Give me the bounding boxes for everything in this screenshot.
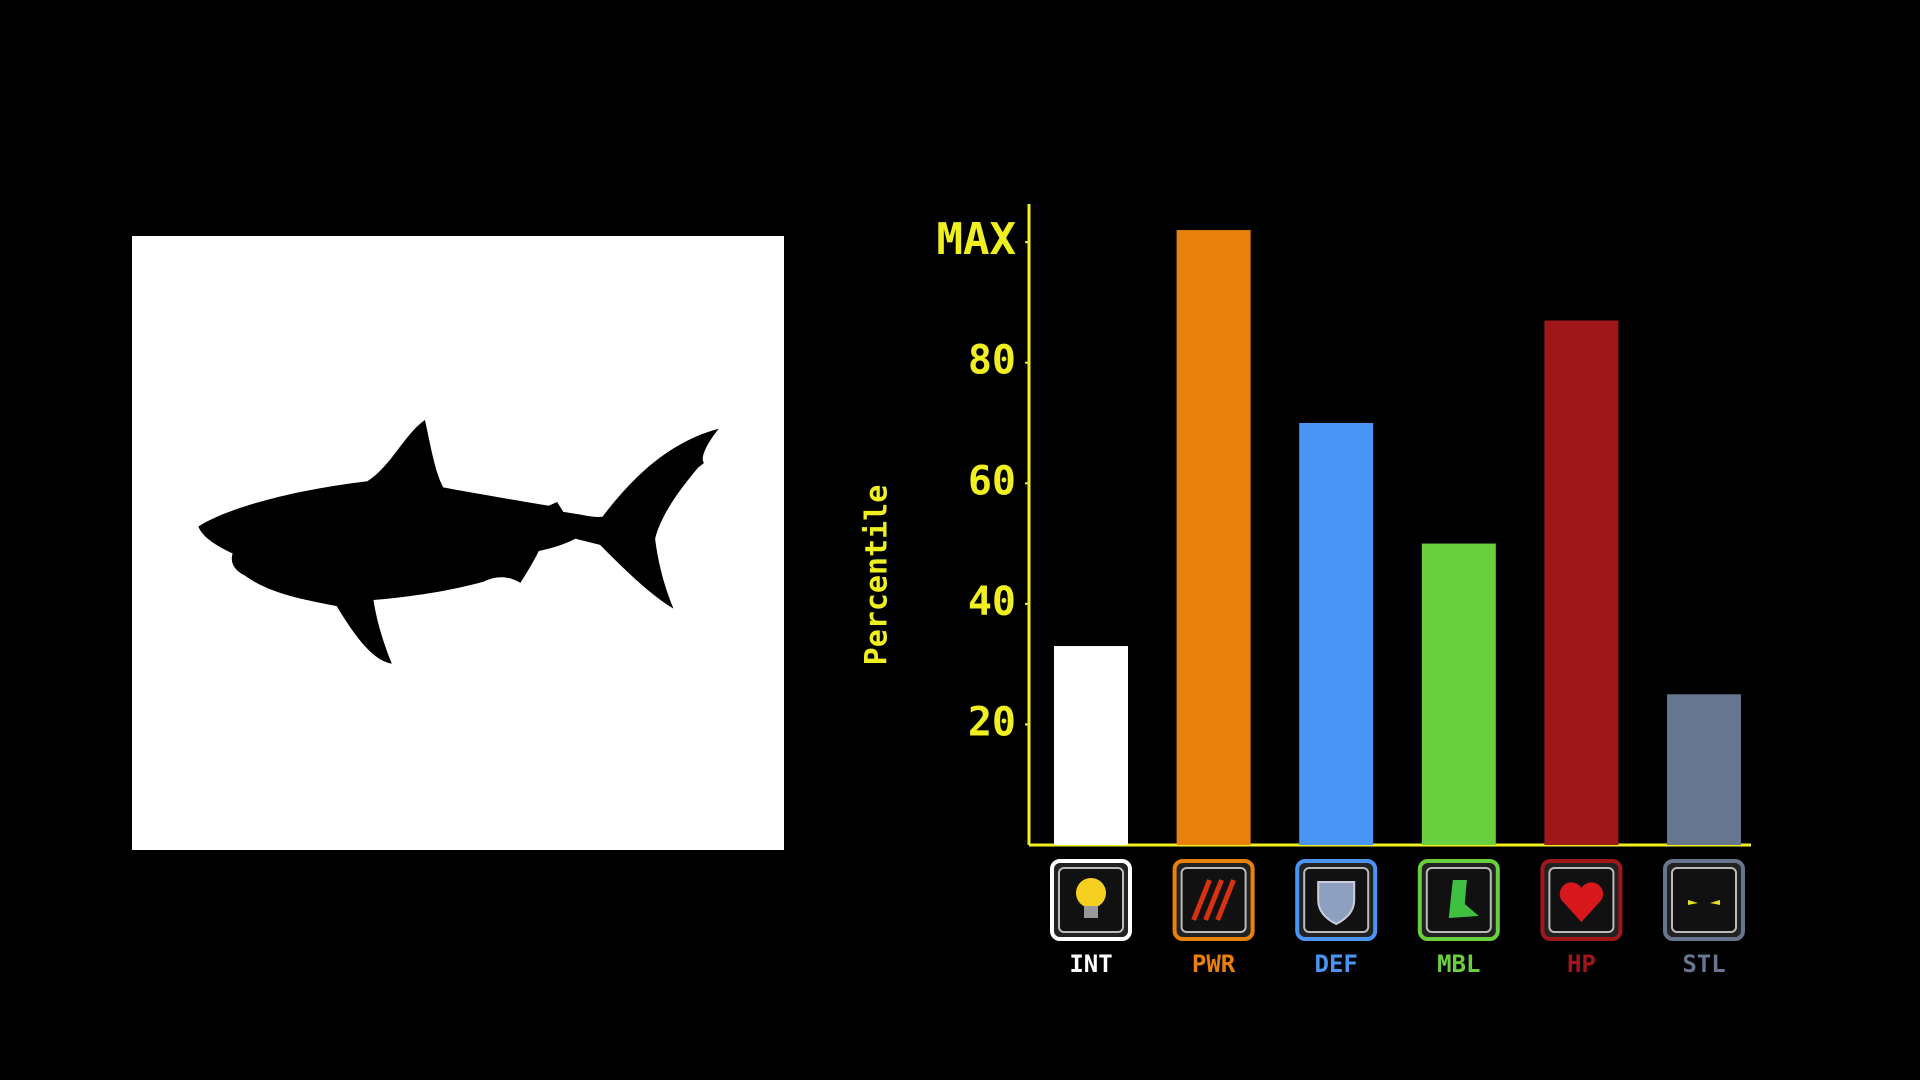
boot-icon [1448, 880, 1479, 918]
claw-icon [1215, 879, 1236, 921]
shield-icon [1317, 881, 1356, 926]
bar [1544, 320, 1619, 846]
bar [1176, 230, 1251, 846]
x-tick-label: HP [1567, 950, 1596, 978]
x-tick-label: INT [1069, 950, 1112, 978]
bulb-base [1084, 906, 1098, 918]
bar [1299, 422, 1374, 845]
x-tick-label: DEF [1315, 950, 1358, 978]
heart-icon [1559, 882, 1604, 922]
y-tick-label: 80 [968, 338, 1016, 384]
x-tick-label: STL [1682, 950, 1725, 978]
x-tick-label: PWR [1192, 950, 1236, 978]
bar [1054, 646, 1128, 845]
icon-inner [1671, 867, 1737, 933]
bar [1667, 694, 1741, 845]
x-tick-label: MBL [1437, 950, 1480, 978]
claw-icon [1203, 879, 1224, 921]
y-tick-label: 40 [968, 579, 1016, 625]
icons [1050, 859, 1745, 941]
bar [1421, 543, 1496, 845]
eyes-icon [1688, 900, 1720, 905]
bulb-icon [1076, 878, 1106, 908]
claw-icon [1191, 879, 1212, 921]
y-tick-label: 20 [968, 699, 1016, 745]
y-axis-label: Percentile [860, 485, 895, 666]
shark-silhouette [198, 420, 719, 664]
y-tick-label: MAX [937, 214, 1016, 265]
y-tick-label: 60 [968, 458, 1016, 504]
